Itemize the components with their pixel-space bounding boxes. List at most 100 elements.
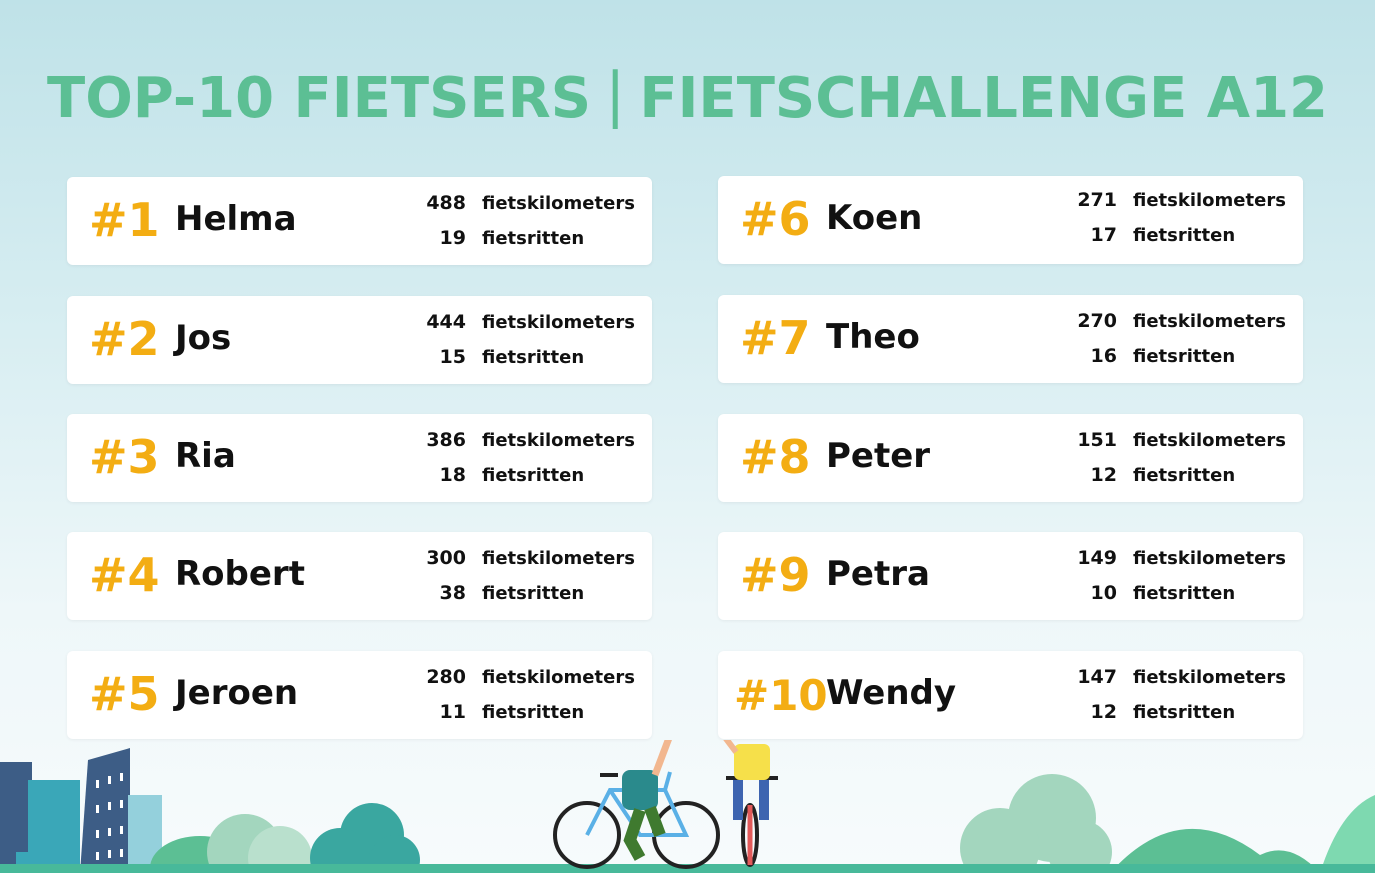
km-stat: 386 fietskilometers	[402, 428, 642, 452]
km-stat: 488 fietskilometers	[402, 191, 642, 215]
rides-value: 12	[1090, 701, 1117, 723]
rides-label: fietsritten	[1133, 345, 1236, 367]
leaderboard-card-2: #2 Jos 444 fietskilometers 15 fietsritten	[67, 296, 652, 384]
rides-stat: 18 fietsritten	[402, 463, 642, 487]
cyclist-name: Theo	[826, 317, 920, 357]
km-label: fietskilometers	[1133, 310, 1286, 332]
km-value: 386	[426, 429, 466, 451]
rides-stat: 15 fietsritten	[402, 345, 642, 369]
rides-stat: 17 fietsritten	[1053, 223, 1293, 247]
bush-icon	[150, 803, 420, 873]
page-title: TOP-10 FIETSERS | FIETSCHALLENGE A12	[0, 58, 1375, 138]
leaderboard-card-5: #5 Jeroen 280 fietskilometers 11 fietsritt…	[67, 651, 652, 739]
rank-label: #8	[740, 430, 811, 484]
km-stat: 444 fietskilometers	[402, 310, 642, 334]
cyclist-name: Helma	[175, 199, 297, 239]
km-stat: 270 fietskilometers	[1053, 309, 1293, 333]
rides-label: fietsritten	[482, 701, 585, 723]
km-label: fietskilometers	[1133, 547, 1286, 569]
leaderboard-card-4: #4 Robert 300 fietskilometers 38 fietsritt…	[67, 532, 652, 620]
rides-stat: 11 fietsritten	[402, 700, 642, 724]
rides-value: 16	[1090, 345, 1117, 367]
km-stat: 271 fietskilometers	[1053, 188, 1293, 212]
km-value: 271	[1077, 189, 1117, 211]
rides-value: 15	[439, 346, 466, 368]
leaderboard-card-9: #9 Petra 149 fietskilometers 10 fietsritte…	[718, 532, 1303, 620]
scenery-illustration	[0, 740, 1375, 873]
title-left: TOP-10 FIETSERS	[47, 65, 592, 131]
hill-icon	[960, 774, 1375, 873]
km-stat: 300 fietskilometers	[402, 546, 642, 570]
cyclist-name: Jos	[175, 318, 232, 358]
km-value: 280	[426, 666, 466, 688]
rank-label: #9	[740, 548, 811, 602]
rides-value: 38	[439, 582, 466, 604]
rank-label: #10	[734, 671, 828, 720]
cyclist-name: Robert	[175, 554, 305, 594]
rides-label: fietsritten	[1133, 464, 1236, 486]
km-stat: 149 fietskilometers	[1053, 546, 1293, 570]
title-right: FIETSCHALLENGE A12	[639, 65, 1328, 131]
cyclist-name: Petra	[826, 554, 930, 594]
rank-label: #4	[89, 548, 160, 602]
cyclist-name: Wendy	[826, 673, 957, 713]
rank-label: #3	[89, 430, 160, 484]
leaderboard-card-1: #1 Helma 488 fietskilometers 19 fietsritte…	[67, 177, 652, 265]
cyclist-child-icon	[723, 740, 778, 867]
cyclist-name: Jeroen	[175, 673, 299, 713]
rides-label: fietsritten	[482, 464, 585, 486]
title-separator: |	[605, 60, 626, 130]
rides-stat: 12 fietsritten	[1053, 700, 1293, 724]
cyclist-name: Koen	[826, 198, 923, 238]
rides-stat: 10 fietsritten	[1053, 581, 1293, 605]
km-stat: 151 fietskilometers	[1053, 428, 1293, 452]
rank-label: #2	[89, 312, 160, 366]
rides-value: 11	[439, 701, 466, 723]
rides-value: 12	[1090, 464, 1117, 486]
cyclist-adult-icon	[553, 740, 720, 869]
km-label: fietskilometers	[1133, 429, 1286, 451]
rides-label: fietsritten	[1133, 701, 1236, 723]
km-stat: 147 fietskilometers	[1053, 665, 1293, 689]
rank-label: #5	[89, 667, 160, 721]
km-value: 147	[1077, 666, 1117, 688]
leaderboard-card-6: #6 Koen 271 fietskilometers 17 fietsritten	[718, 176, 1303, 264]
rides-value: 17	[1090, 224, 1117, 246]
rides-label: fietsritten	[1133, 582, 1236, 604]
rides-label: fietsritten	[482, 582, 585, 604]
cyclist-name: Ria	[175, 436, 236, 476]
km-label: fietskilometers	[482, 429, 635, 451]
km-value: 444	[426, 311, 466, 333]
km-label: fietskilometers	[1133, 189, 1286, 211]
km-label: fietskilometers	[482, 547, 635, 569]
rank-label: #1	[89, 193, 160, 247]
km-value: 300	[426, 547, 466, 569]
rides-value: 18	[439, 464, 466, 486]
rank-label: #6	[740, 192, 811, 246]
rides-label: fietsritten	[482, 346, 585, 368]
rides-label: fietsritten	[1133, 224, 1236, 246]
km-label: fietskilometers	[1133, 666, 1286, 688]
rides-value: 19	[439, 227, 466, 249]
rides-stat: 12 fietsritten	[1053, 463, 1293, 487]
km-stat: 280 fietskilometers	[402, 665, 642, 689]
leaderboard-card-3: #3 Ria 386 fietskilometers 18 fietsritten	[67, 414, 652, 502]
rides-value: 10	[1090, 582, 1117, 604]
km-value: 270	[1077, 310, 1117, 332]
rides-stat: 16 fietsritten	[1053, 344, 1293, 368]
rides-label: fietsritten	[482, 227, 585, 249]
km-value: 151	[1077, 429, 1117, 451]
leaderboard-card-7: #7 Theo 270 fietskilometers 16 fietsritten	[718, 295, 1303, 383]
rides-stat: 38 fietsritten	[402, 581, 642, 605]
km-label: fietskilometers	[482, 666, 635, 688]
city-buildings-icon	[0, 748, 162, 873]
rides-stat: 19 fietsritten	[402, 226, 642, 250]
leaderboard-card-10: #10 Wendy 147 fietskilometers 12 fietsritt…	[718, 651, 1303, 739]
cyclist-name: Peter	[826, 436, 931, 476]
km-value: 149	[1077, 547, 1117, 569]
leaderboard-card-8: #8 Peter 151 fietskilometers 12 fietsritte…	[718, 414, 1303, 502]
km-label: fietskilometers	[482, 192, 635, 214]
rank-label: #7	[740, 311, 811, 365]
km-value: 488	[426, 192, 466, 214]
km-label: fietskilometers	[482, 311, 635, 333]
